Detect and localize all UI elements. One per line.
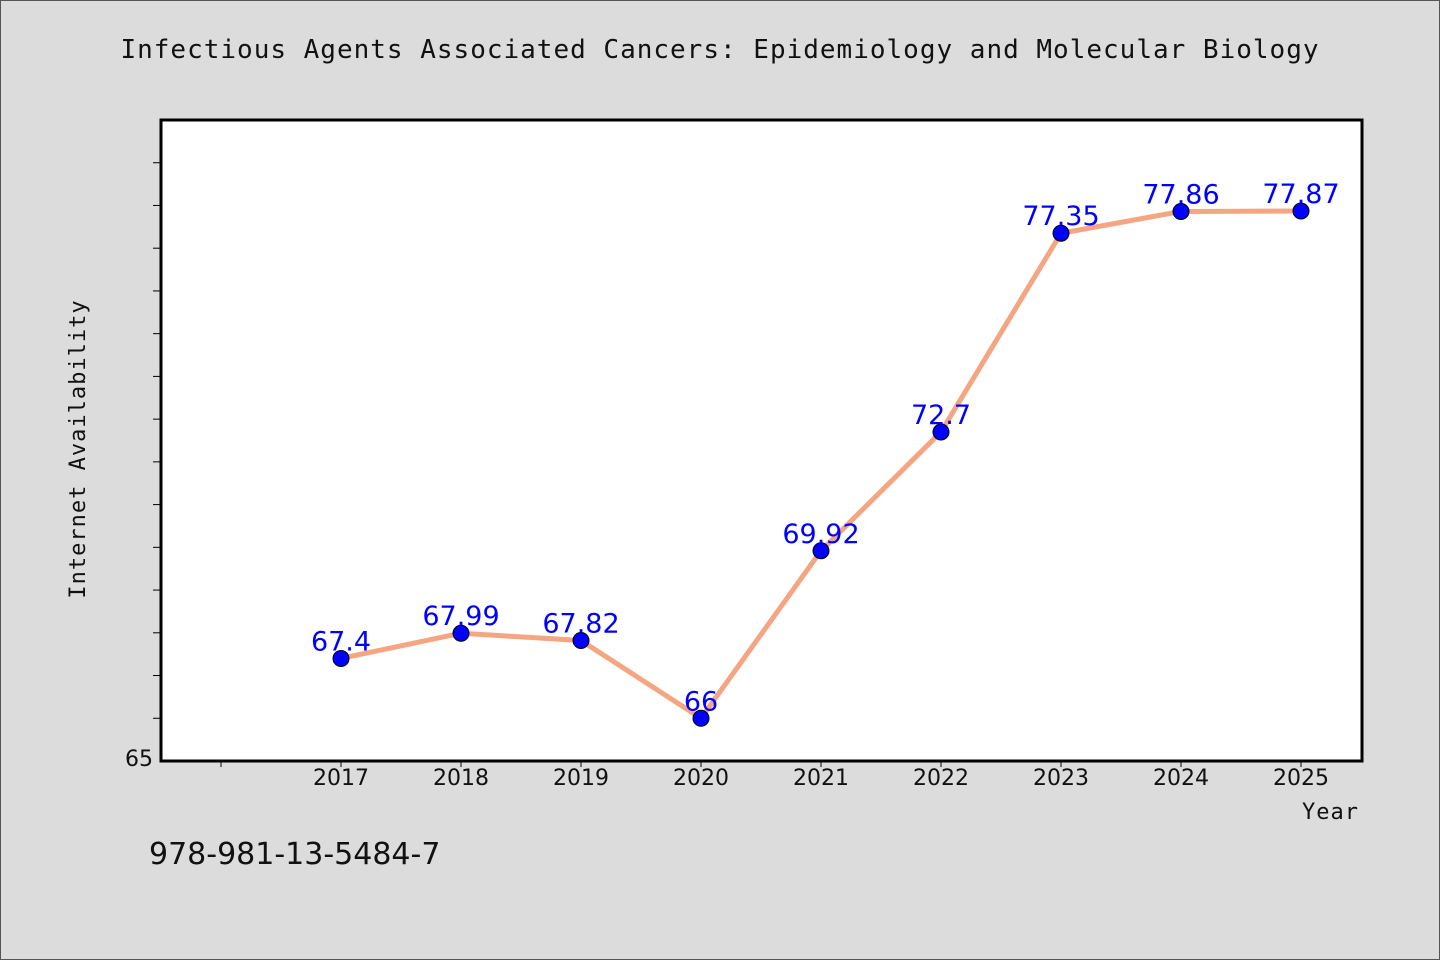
- chart-title: Infectious Agents Associated Cancers: Ep…: [120, 35, 1320, 65]
- data-point: [812, 542, 830, 560]
- data-point: [572, 631, 590, 649]
- x-axis-title: Year: [1302, 800, 1359, 825]
- data-point: [452, 624, 470, 642]
- data-point: [1292, 202, 1310, 220]
- x-tick-label: 2019: [553, 766, 609, 791]
- data-label: 77.87: [1262, 179, 1339, 210]
- x-tick-label: 2018: [433, 766, 489, 791]
- x-tick-label: 2024: [1153, 766, 1209, 791]
- x-tick-label: 2020: [673, 766, 729, 791]
- data-point: [692, 709, 710, 727]
- y-axis-title: Internet Availability: [66, 299, 91, 598]
- y-tick-label: 65: [125, 747, 153, 772]
- data-label: 67.99: [422, 601, 499, 632]
- isbn-text: 978-981-13-5484-7: [149, 837, 441, 872]
- data-point: [1172, 202, 1190, 220]
- data-label: 77.86: [1142, 179, 1219, 210]
- x-tick-label: 2025: [1273, 766, 1329, 791]
- data-label: 77.35: [1022, 201, 1099, 232]
- data-label: 69.92: [782, 519, 859, 550]
- x-tick-label: 2022: [913, 766, 969, 791]
- data-label: 72.7: [911, 400, 971, 431]
- data-point: [332, 649, 350, 667]
- x-tick-label: 2023: [1033, 766, 1089, 791]
- plot-border: [159, 118, 1364, 763]
- x-tick-label: 2017: [313, 766, 369, 791]
- data-point: [1052, 224, 1070, 242]
- x-tick-label: 2021: [793, 766, 849, 791]
- data-label: 66: [684, 686, 718, 717]
- data-label: 67.4: [311, 626, 371, 657]
- data-point: [932, 423, 950, 441]
- data-label: 67.82: [542, 608, 619, 639]
